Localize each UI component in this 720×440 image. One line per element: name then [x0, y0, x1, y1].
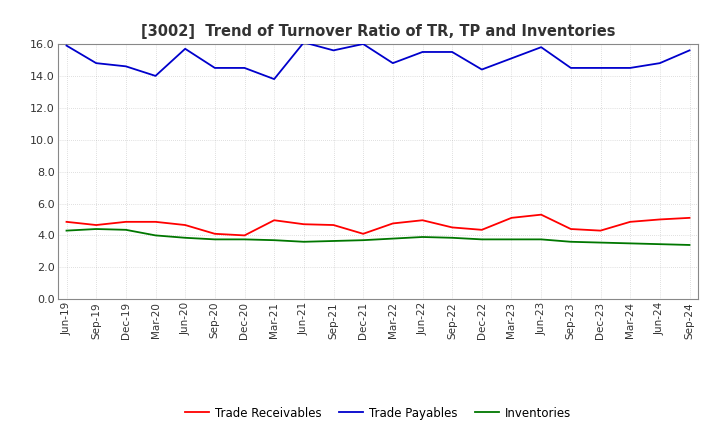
Trade Receivables: [92, 222, 101, 227]
Trade Payables: [240, 65, 249, 70]
Inventories: [122, 227, 130, 232]
Inventories: [300, 239, 308, 245]
Trade Receivables: [685, 215, 694, 220]
Trade Payables: [418, 49, 427, 55]
Trade Receivables: [477, 227, 486, 232]
Trade Payables: [655, 60, 664, 66]
Trade Payables: [181, 46, 189, 51]
Trade Receivables: [181, 222, 189, 227]
Inventories: [448, 235, 456, 240]
Trade Receivables: [300, 222, 308, 227]
Trade Payables: [122, 64, 130, 69]
Trade Payables: [389, 60, 397, 66]
Trade Payables: [92, 60, 101, 66]
Inventories: [567, 239, 575, 245]
Trade Payables: [685, 48, 694, 53]
Trade Payables: [596, 65, 605, 70]
Trade Receivables: [389, 221, 397, 226]
Inventories: [477, 237, 486, 242]
Trade Receivables: [537, 212, 546, 217]
Trade Receivables: [448, 225, 456, 230]
Trade Payables: [151, 73, 160, 78]
Title: [3002]  Trend of Turnover Ratio of TR, TP and Inventories: [3002] Trend of Turnover Ratio of TR, TP…: [140, 24, 616, 39]
Line: Inventories: Inventories: [66, 229, 690, 245]
Inventories: [329, 238, 338, 244]
Trade Payables: [507, 56, 516, 61]
Inventories: [655, 242, 664, 247]
Line: Trade Payables: Trade Payables: [66, 42, 690, 79]
Inventories: [151, 233, 160, 238]
Trade Receivables: [359, 231, 367, 236]
Inventories: [418, 235, 427, 240]
Inventories: [685, 242, 694, 248]
Trade Receivables: [270, 218, 279, 223]
Trade Payables: [62, 43, 71, 48]
Trade Receivables: [507, 215, 516, 220]
Trade Payables: [300, 40, 308, 45]
Trade Payables: [359, 41, 367, 47]
Inventories: [537, 237, 546, 242]
Trade Payables: [567, 65, 575, 70]
Trade Receivables: [567, 226, 575, 231]
Inventories: [62, 228, 71, 233]
Trade Receivables: [151, 219, 160, 224]
Trade Receivables: [210, 231, 219, 236]
Trade Payables: [270, 77, 279, 82]
Trade Receivables: [596, 228, 605, 233]
Trade Payables: [448, 49, 456, 55]
Trade Receivables: [418, 218, 427, 223]
Trade Payables: [537, 44, 546, 50]
Inventories: [210, 237, 219, 242]
Trade Receivables: [626, 219, 634, 224]
Line: Trade Receivables: Trade Receivables: [66, 215, 690, 235]
Inventories: [359, 238, 367, 243]
Inventories: [240, 237, 249, 242]
Inventories: [626, 241, 634, 246]
Inventories: [181, 235, 189, 240]
Trade Receivables: [240, 233, 249, 238]
Inventories: [507, 237, 516, 242]
Trade Payables: [329, 48, 338, 53]
Trade Payables: [626, 65, 634, 70]
Inventories: [389, 236, 397, 241]
Inventories: [270, 238, 279, 243]
Trade Payables: [477, 67, 486, 72]
Inventories: [596, 240, 605, 245]
Legend: Trade Receivables, Trade Payables, Inventories: Trade Receivables, Trade Payables, Inven…: [181, 402, 575, 425]
Trade Receivables: [655, 217, 664, 222]
Trade Receivables: [62, 219, 71, 224]
Trade Receivables: [122, 219, 130, 224]
Inventories: [92, 226, 101, 231]
Trade Receivables: [329, 222, 338, 227]
Trade Payables: [210, 65, 219, 70]
